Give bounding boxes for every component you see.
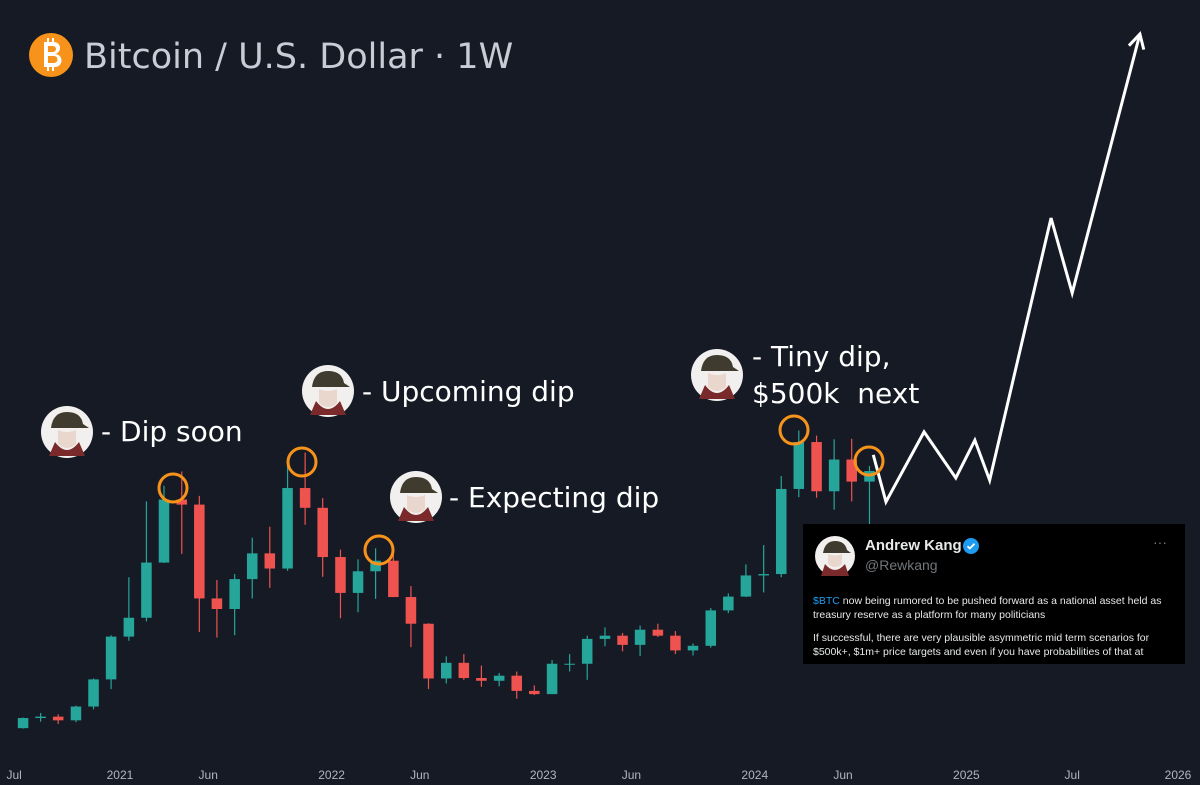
candle-body — [581, 638, 593, 664]
candle-body — [317, 507, 328, 558]
tweet-paragraph: $BTC now being rumored to be pushed forw… — [813, 594, 1183, 622]
candle-body — [176, 499, 188, 505]
tweet-author: Andrew Kang — [865, 537, 962, 554]
tweet-avatar — [815, 536, 855, 576]
x-tick-label: 2023 — [530, 768, 557, 782]
candle-body — [352, 571, 364, 593]
cashtag[interactable]: $BTC — [813, 595, 840, 607]
candle-body — [493, 675, 505, 681]
candle-body — [423, 623, 434, 679]
candle-body — [617, 635, 628, 645]
candle-body — [246, 553, 258, 580]
candle-body — [546, 663, 558, 695]
candle-body — [775, 488, 787, 575]
candle-body — [758, 574, 769, 576]
candle-body — [511, 675, 523, 691]
annotation: - Expecting dip — [449, 481, 659, 514]
candle-body — [441, 662, 452, 679]
candle-body — [687, 645, 699, 651]
annotation: - Tiny dip, — [752, 340, 890, 373]
candle-body — [70, 706, 82, 721]
verified-badge — [963, 538, 979, 554]
candle-body — [158, 499, 170, 563]
annotation: $500k next — [752, 377, 919, 410]
candle-body — [299, 488, 311, 508]
candle-body — [52, 716, 64, 721]
candle-body — [370, 560, 381, 572]
candle-body — [405, 597, 417, 624]
x-tick-label: Jul — [1065, 768, 1080, 782]
candle-body — [828, 459, 840, 492]
tweet-menu[interactable]: ··· — [1153, 534, 1167, 550]
candle-body — [335, 557, 346, 593]
x-tick-label: 2025 — [953, 768, 980, 782]
avatars — [41, 349, 743, 523]
x-tick-label: Jun — [622, 768, 641, 782]
projection-line — [871, 33, 1142, 506]
candle-body — [634, 629, 646, 645]
x-tick-label: Jul — [7, 768, 22, 782]
annotation: - Dip soon — [101, 415, 243, 448]
highlight-circles — [157, 414, 885, 566]
candle-body — [123, 617, 135, 637]
candle-body — [88, 679, 99, 707]
candle-body — [211, 598, 223, 610]
bitcoin-logo — [29, 33, 73, 77]
candle-body — [282, 488, 293, 569]
candle-body — [17, 718, 29, 729]
candle-body — [793, 442, 805, 489]
candle-body — [388, 560, 399, 598]
candle-body — [229, 579, 240, 610]
candle-body — [105, 636, 117, 680]
candle-body — [529, 690, 540, 695]
x-tick-label: 2021 — [107, 768, 134, 782]
x-tick-label: 2022 — [318, 768, 345, 782]
candle-body — [723, 596, 734, 611]
candle-body — [652, 629, 664, 636]
candle-body — [264, 553, 276, 569]
x-tick-label: Jun — [199, 768, 218, 782]
tweet-handle: @Rewkang — [865, 557, 938, 573]
chart-title: Bitcoin / U.S. Dollar · 1W — [84, 37, 513, 77]
x-tick-label: Jun — [833, 768, 852, 782]
candle-body — [811, 442, 822, 492]
candle-body — [476, 678, 487, 681]
candle-body — [740, 575, 752, 597]
candle-body — [599, 635, 611, 639]
x-tick-label: Jun — [410, 768, 429, 782]
candle-body — [670, 635, 681, 651]
candle-body — [35, 716, 46, 719]
tweet-text: If successful, there are very plausible … — [813, 632, 1150, 658]
candle-body — [564, 663, 575, 665]
projection-arrowhead — [1127, 31, 1146, 50]
candle-body — [846, 459, 857, 482]
tweet-text: now being rumored to be pushed forward a… — [813, 595, 1162, 621]
candle-body — [194, 504, 205, 599]
candle-body — [458, 662, 470, 679]
x-tick-label: 2026 — [1165, 768, 1192, 782]
annotation: - Upcoming dip — [362, 375, 575, 408]
x-tick-label: 2024 — [741, 768, 768, 782]
tweet-card: Andrew Kang @Rewkang ··· $BTC now being … — [803, 524, 1185, 664]
candle-body — [141, 562, 152, 618]
candle-body — [705, 610, 717, 646]
